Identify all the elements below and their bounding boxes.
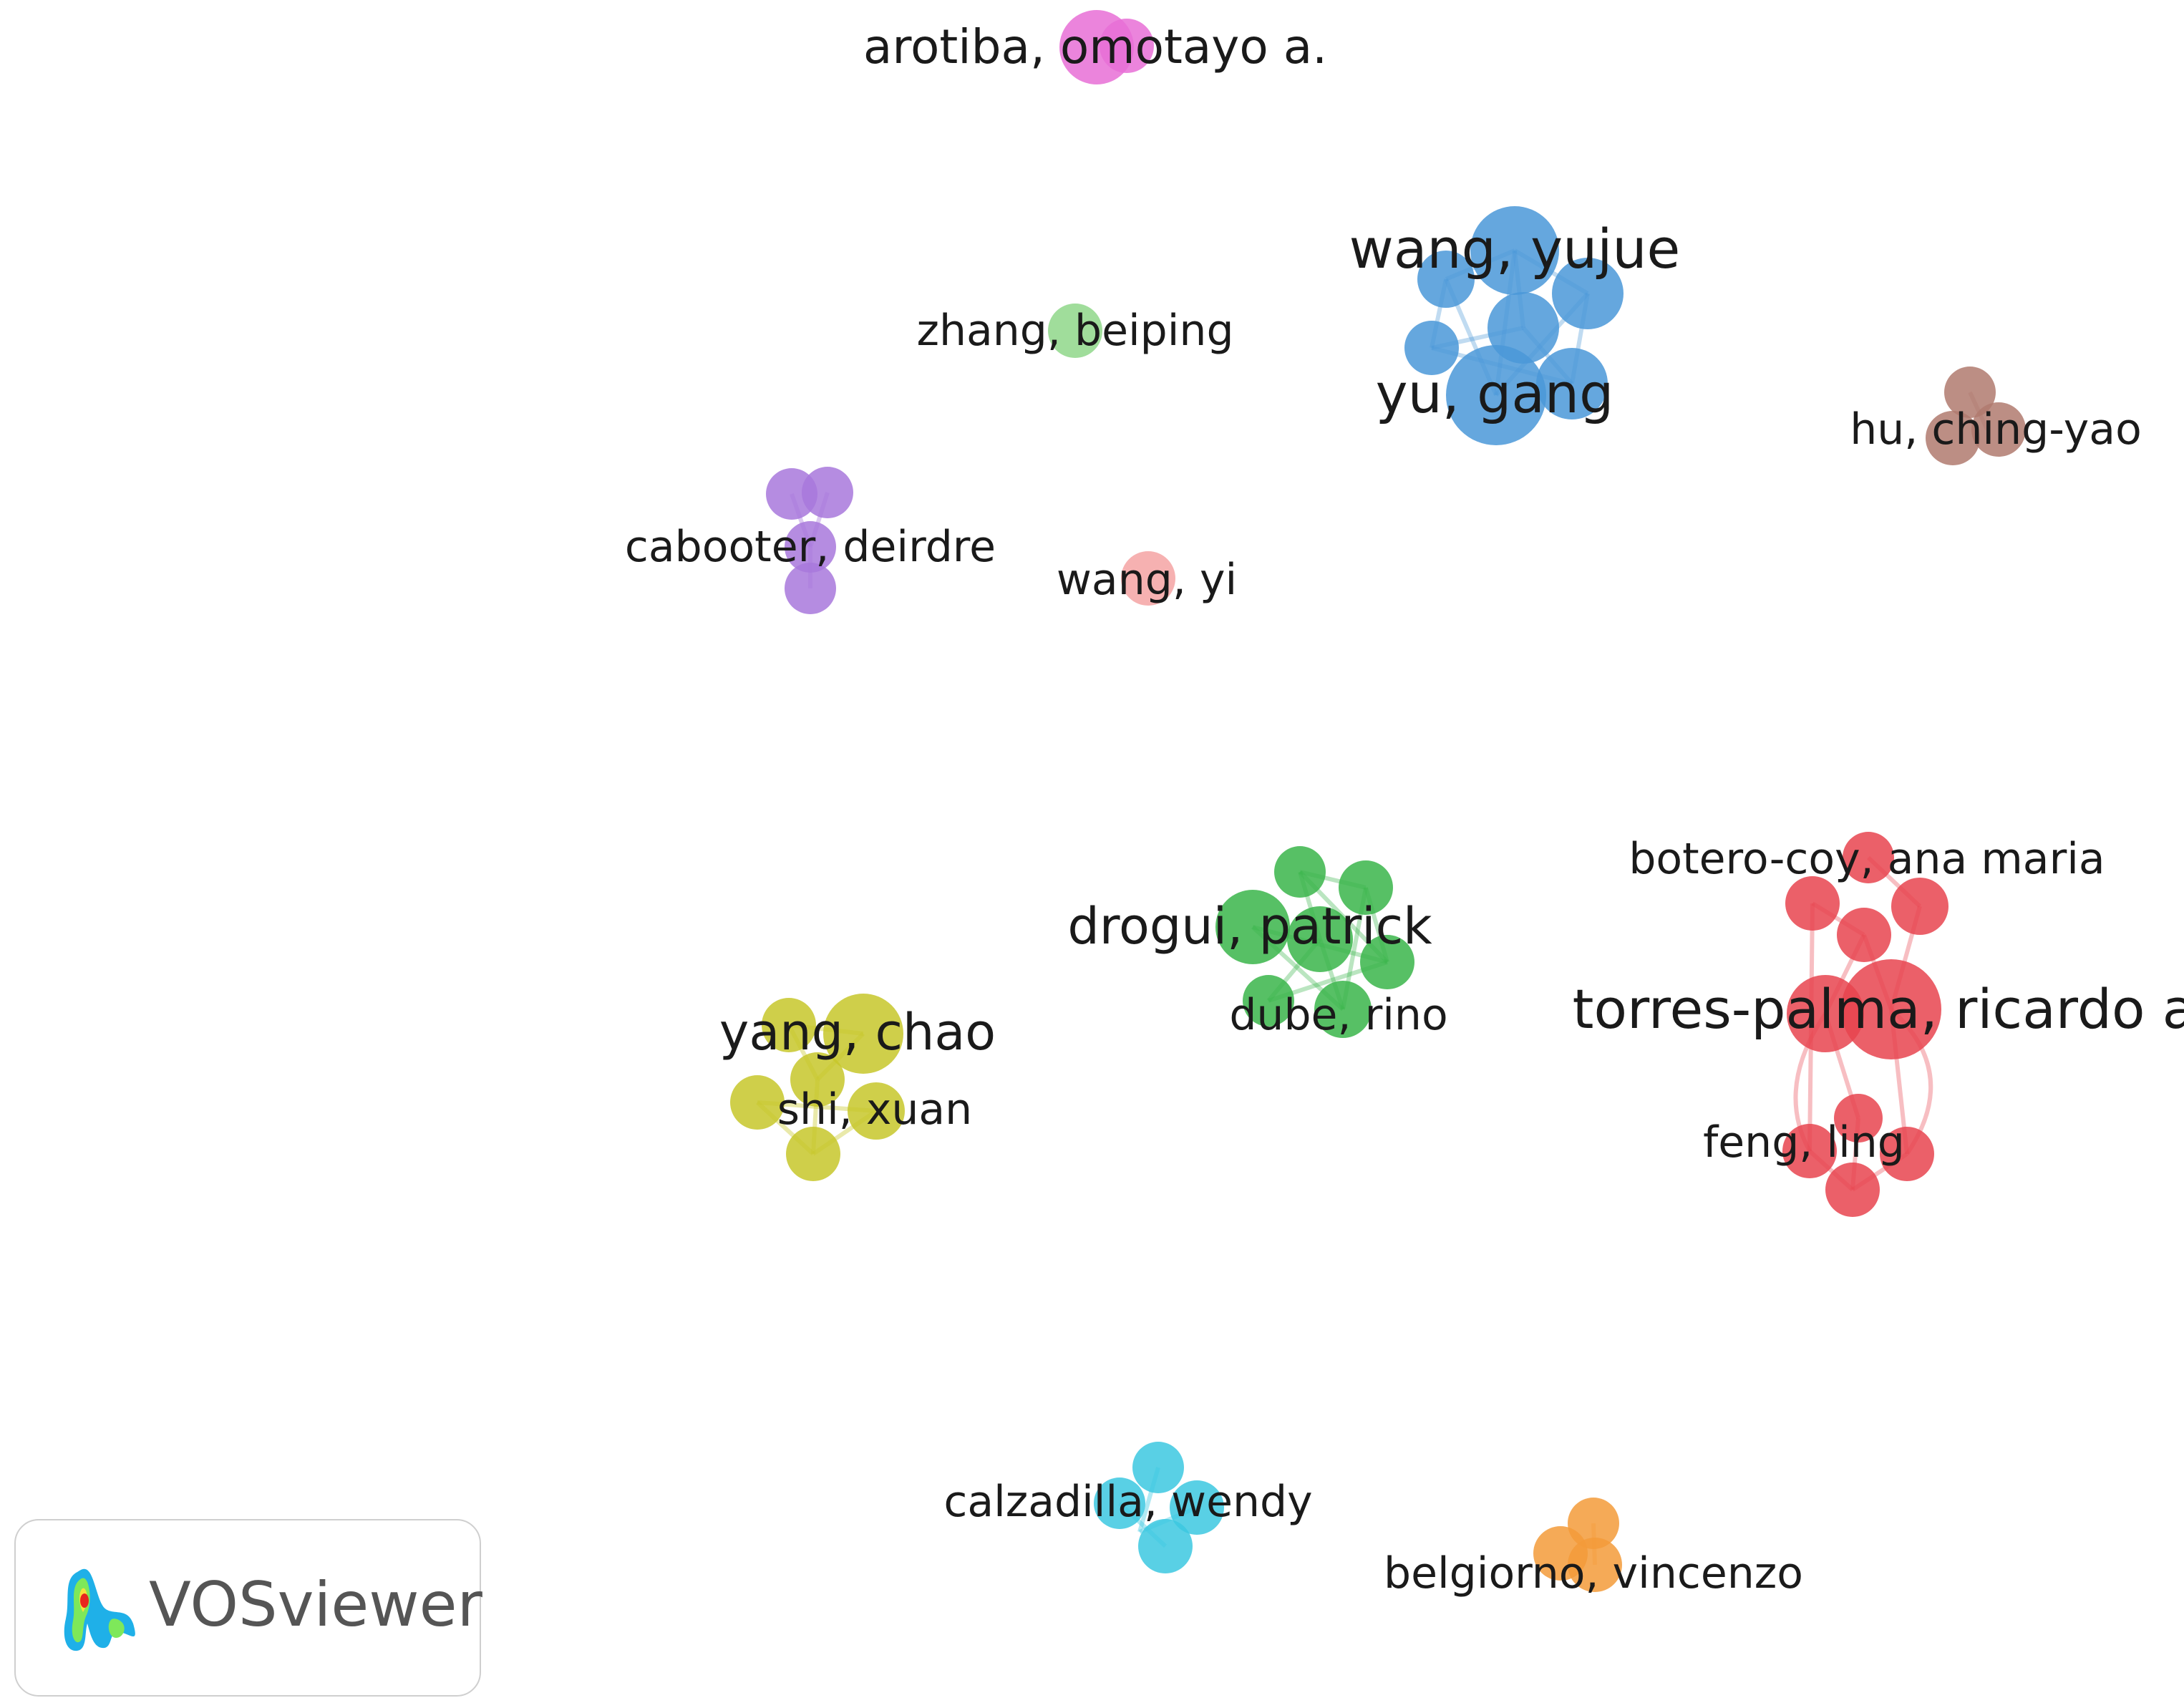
node[interactable] — [1138, 1519, 1193, 1573]
label-yang-chao: yang, chao — [719, 1003, 996, 1062]
node[interactable] — [802, 467, 853, 518]
node[interactable] — [1470, 206, 1559, 295]
node[interactable] — [1536, 348, 1608, 419]
node[interactable] — [785, 563, 836, 614]
vosviewer-logo-icon — [64, 1568, 135, 1651]
node[interactable] — [1944, 367, 1996, 418]
node[interactable] — [1094, 1477, 1145, 1529]
nodes-cyan — [1094, 1442, 1224, 1573]
vosviewer-brand-label: VOSviewer — [149, 1569, 482, 1641]
node[interactable] — [823, 994, 903, 1074]
node[interactable] — [1880, 1127, 1934, 1181]
node[interactable] — [1132, 1442, 1184, 1493]
node[interactable] — [1825, 1163, 1880, 1217]
node[interactable] — [1891, 878, 1948, 935]
nodes-lightgreen — [1048, 304, 1102, 358]
label-dube-rino: dube, rino — [1229, 990, 1447, 1040]
label-shi-xuan: shi, xuan — [777, 1085, 972, 1135]
node[interactable] — [1048, 304, 1102, 358]
node[interactable] — [1360, 935, 1414, 989]
node[interactable] — [1274, 846, 1326, 898]
node[interactable] — [1287, 906, 1353, 972]
label-cabooter-deirdre: cabooter, deirdre — [625, 522, 996, 572]
label-belgiorno-vincenzo: belgiorno, vincenzo — [1384, 1548, 1803, 1598]
nodes-yellow — [730, 994, 905, 1181]
node[interactable] — [1834, 1094, 1883, 1142]
label-wang-yujue: wang, yujue — [1349, 217, 1681, 281]
nodes-red — [1782, 832, 1948, 1217]
node[interactable] — [1841, 959, 1941, 1059]
node[interactable] — [1339, 860, 1393, 915]
node[interactable] — [1843, 832, 1894, 883]
vosviewer-badge: VOSviewer — [14, 1519, 482, 1697]
node[interactable] — [1446, 345, 1546, 445]
nodes-blue — [1404, 206, 1624, 445]
node[interactable] — [1100, 19, 1154, 73]
node[interactable] — [1215, 890, 1290, 964]
node[interactable] — [790, 1052, 845, 1107]
node[interactable] — [730, 1075, 785, 1130]
node[interactable] — [1487, 292, 1559, 364]
node[interactable] — [1568, 1538, 1622, 1592]
nodes-brown — [1926, 367, 2026, 465]
node[interactable] — [1837, 908, 1891, 962]
label-hu-ching-yao: hu, ching-yao — [1850, 404, 2142, 455]
node[interactable] — [1404, 321, 1459, 375]
label-drogui-patrick: drogui, patrick — [1067, 897, 1432, 956]
node[interactable] — [1926, 411, 1980, 465]
node[interactable] — [1552, 258, 1624, 329]
label-feng-ling: feng, ling — [1703, 1117, 1905, 1168]
node[interactable] — [1782, 1124, 1837, 1178]
node[interactable] — [1971, 402, 2026, 457]
nodes-purple — [766, 467, 853, 614]
nodes-green — [1215, 846, 1414, 1038]
node[interactable] — [1314, 981, 1372, 1038]
nodes-orange — [1533, 1498, 1622, 1592]
label-arotiba: arotiba, omotayo a. — [863, 19, 1327, 74]
node[interactable] — [762, 998, 816, 1052]
label-yu-gang: yu, gang — [1376, 362, 1614, 425]
node[interactable] — [785, 521, 836, 573]
label-botero-coy: botero-coy, ana maria — [1629, 834, 2105, 884]
nodes-pink — [1059, 10, 1154, 84]
label-torres-palma: torres-palma, ricardo a. — [1573, 977, 2184, 1041]
node[interactable] — [1170, 1480, 1224, 1535]
label-wang-yi: wang, yi — [1057, 555, 1237, 605]
label-calzadilla-wendy: calzadilla, wendy — [943, 1477, 1312, 1527]
nodes-salmon — [1121, 551, 1175, 606]
node[interactable] — [1417, 251, 1475, 308]
node[interactable] — [1785, 876, 1840, 931]
node[interactable] — [786, 1127, 840, 1181]
node[interactable] — [1243, 975, 1294, 1027]
node[interactable] — [1121, 551, 1175, 606]
label-zhang-beiping: zhang, beiping — [916, 306, 1233, 356]
node[interactable] — [848, 1082, 905, 1140]
